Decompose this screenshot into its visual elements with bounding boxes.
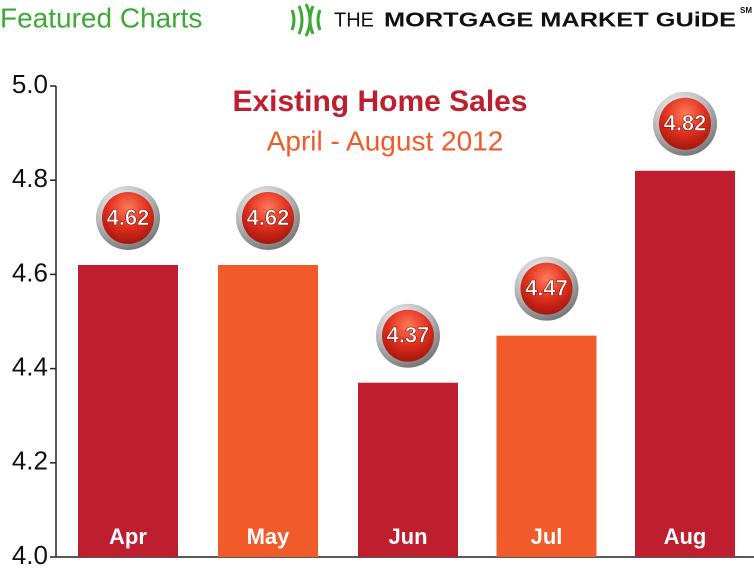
logo-text: MORTGAGE MARKET GUiDE bbox=[384, 9, 736, 31]
bar bbox=[218, 264, 318, 557]
x-tick-label: Apr bbox=[109, 524, 147, 549]
x-tick-label: Jun bbox=[388, 524, 427, 549]
logo-mark: SM bbox=[740, 6, 752, 15]
badge bbox=[382, 309, 434, 362]
bar bbox=[358, 382, 458, 557]
badge bbox=[242, 191, 294, 244]
y-tick-label: 4.2 bbox=[12, 446, 48, 476]
y-tick-label: 4.0 bbox=[12, 540, 48, 570]
logo-icon bbox=[290, 3, 322, 37]
value-label: 4.37 bbox=[387, 323, 430, 348]
logo-the: THE bbox=[334, 9, 374, 31]
chart-subtitle: April - August 2012 bbox=[267, 125, 504, 156]
x-tick-label: May bbox=[247, 524, 291, 549]
y-tick-label: 4.8 bbox=[12, 163, 48, 193]
value-label: 4.62 bbox=[107, 205, 150, 230]
y-tick-label: 5.0 bbox=[12, 69, 48, 99]
y-tick-label: 4.4 bbox=[12, 351, 48, 381]
x-tick-label: Jul bbox=[531, 524, 563, 549]
x-tick-label: Aug bbox=[664, 524, 707, 549]
badge bbox=[659, 97, 711, 150]
value-label: 4.47 bbox=[525, 275, 568, 300]
value-label: 4.62 bbox=[247, 205, 290, 230]
bar bbox=[635, 170, 735, 557]
brand: Featured Charts bbox=[0, 2, 202, 33]
value-label: 4.82 bbox=[664, 111, 707, 136]
bar bbox=[78, 264, 178, 557]
bar bbox=[496, 335, 597, 557]
badge bbox=[520, 262, 573, 315]
y-tick-label: 4.6 bbox=[12, 257, 48, 287]
chart-title: Existing Home Sales bbox=[232, 85, 527, 118]
badge bbox=[102, 191, 154, 244]
